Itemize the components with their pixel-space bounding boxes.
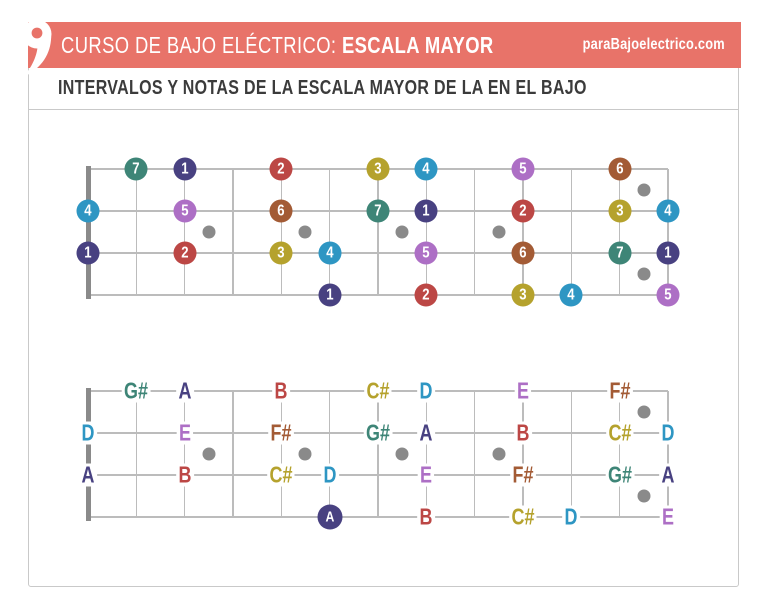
subtitle-bar: INTERVALOS Y NOTAS DE LA ESCALA MAYOR DE… bbox=[28, 68, 739, 110]
banner-title: CURSO DE BAJO ELÉCTRICO: ESCALA MAYOR bbox=[61, 32, 494, 59]
course-topic: ESCALA MAYOR bbox=[341, 31, 494, 58]
header-banner: CURSO DE BAJO ELÉCTRICO: ESCALA MAYOR pa… bbox=[28, 22, 741, 68]
comma-icon bbox=[22, 19, 52, 78]
course-label: CURSO DE BAJO ELÉCTRICO: bbox=[61, 31, 342, 58]
page-title: INTERVALOS Y NOTAS DE LA ESCALA MAYOR DE… bbox=[58, 77, 587, 99]
website-link[interactable]: paraBajoelectrico.com bbox=[582, 36, 725, 53]
content-frame bbox=[28, 22, 739, 587]
